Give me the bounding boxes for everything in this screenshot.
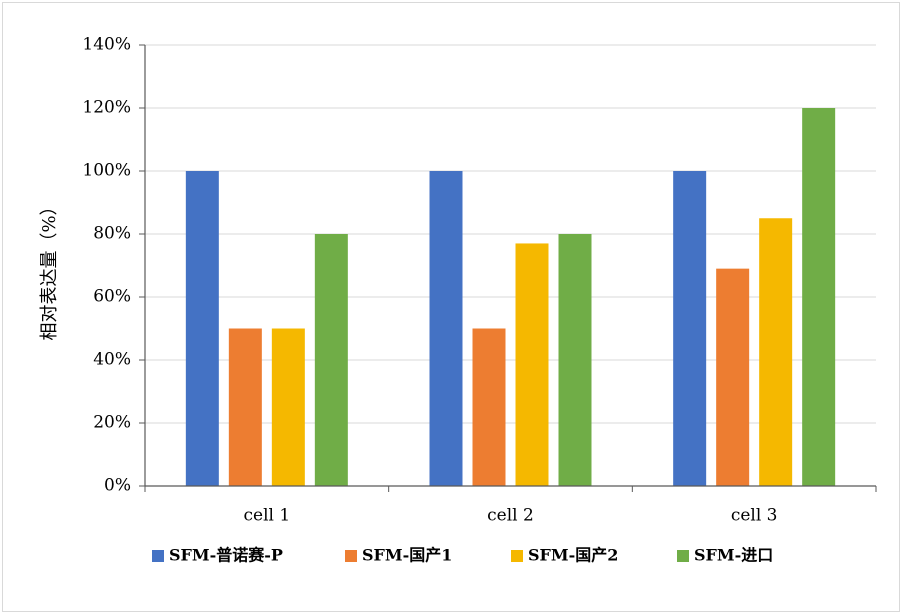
bar — [558, 234, 592, 486]
bar — [472, 328, 506, 486]
legend-label: SFM-国产1 — [362, 546, 452, 565]
y-tick-label: 40% — [93, 350, 131, 370]
bar — [515, 243, 549, 486]
legend-item: SFM-国产1 — [345, 546, 452, 565]
legend-item: SFM-国产2 — [511, 546, 618, 565]
y-tick-label: 140% — [82, 35, 131, 55]
legend-swatch — [345, 550, 357, 562]
y-tick-label: 60% — [93, 287, 131, 307]
x-tick-label: cell 3 — [731, 506, 778, 526]
y-tick-label: 80% — [93, 224, 131, 244]
bar — [228, 328, 262, 486]
bar — [429, 171, 463, 486]
legend-item: SFM-普诺赛-P — [152, 546, 283, 565]
bar — [271, 328, 305, 486]
bar — [673, 171, 707, 486]
x-tick-label: cell 1 — [243, 506, 290, 526]
gridlines — [145, 44, 876, 424]
y-axis-title: 相对表达量（%） — [39, 197, 60, 340]
legend-swatch — [152, 550, 164, 562]
y-tick-label: 120% — [82, 98, 131, 118]
bar — [759, 218, 793, 486]
legend-item: SFM-进口 — [677, 546, 773, 565]
y-tick-label: 0% — [104, 476, 131, 496]
axes — [139, 44, 877, 492]
legend-label: SFM-进口 — [694, 546, 773, 565]
x-tick-label: cell 2 — [487, 506, 534, 526]
y-tick-labels: 0% 20% 40% 60% 80% 100% 120% 140% — [82, 35, 131, 496]
y-tick-label: 20% — [93, 413, 131, 433]
legend: SFM-普诺赛-P SFM-国产1 SFM-国产2 SFM-进口 — [152, 546, 773, 565]
y-tick-label: 100% — [82, 161, 131, 181]
bar — [314, 234, 348, 486]
bars — [185, 108, 836, 486]
legend-label: SFM-普诺赛-P — [169, 546, 283, 565]
legend-swatch — [677, 550, 689, 562]
legend-label: SFM-国产2 — [528, 546, 618, 565]
legend-swatch — [511, 550, 523, 562]
bar — [185, 171, 219, 486]
bar — [802, 108, 836, 486]
x-tick-labels: cell 1 cell 2 cell 3 — [243, 506, 777, 526]
bar — [716, 268, 750, 486]
